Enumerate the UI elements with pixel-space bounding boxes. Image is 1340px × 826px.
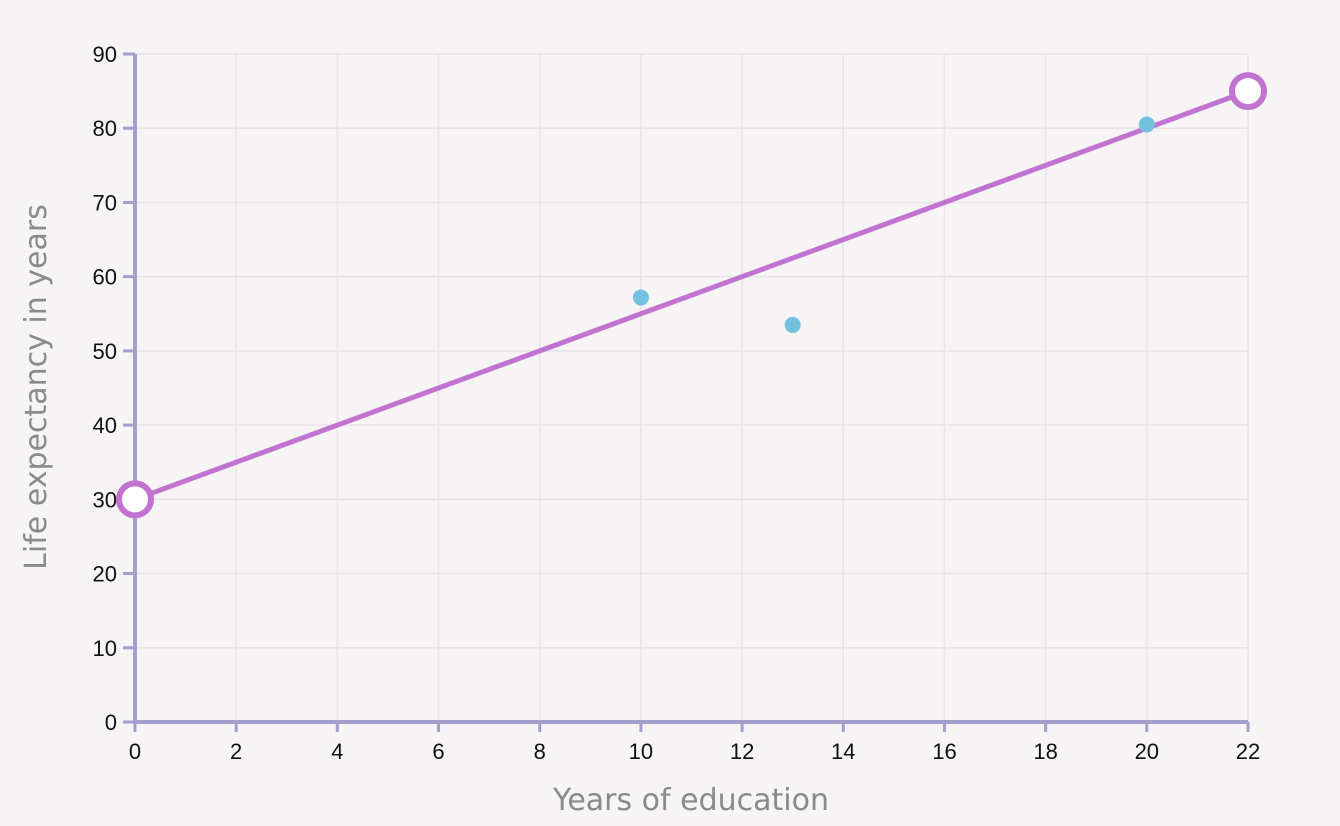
trend-line-group: [132, 88, 1251, 502]
x-axis-ticks: 0 2 4 6 8 10 12 14 16 18 20 22: [129, 722, 1260, 764]
y-tick-label: 90: [93, 42, 117, 67]
grid: [135, 53, 1249, 722]
y-tick-label: 40: [93, 413, 117, 438]
trend-line[interactable]: [132, 88, 1251, 502]
x-tick-label: 2: [230, 739, 242, 764]
y-tick-label: 10: [93, 636, 117, 661]
x-tick-label: 22: [1236, 739, 1260, 764]
axes: [133, 54, 1248, 724]
data-point: [784, 316, 801, 333]
x-tick-label: 0: [129, 739, 141, 764]
y-tick-label: 80: [93, 116, 117, 141]
x-tick-label: 14: [831, 739, 855, 764]
x-tick-label: 10: [629, 739, 653, 764]
x-tick-label: 18: [1033, 739, 1057, 764]
y-tick-label: 70: [93, 190, 117, 215]
x-tick-label: 20: [1135, 739, 1159, 764]
data-point: [1138, 116, 1155, 133]
trend-line-start-handle[interactable]: [116, 480, 154, 519]
trend-line-end-handle[interactable]: [1229, 72, 1267, 111]
x-tick-label: 4: [331, 739, 343, 764]
y-tick-label: 0: [105, 710, 117, 735]
x-axis-title: Years of education: [552, 783, 829, 818]
line-handles: [116, 72, 1267, 519]
x-tick-label: 8: [534, 739, 546, 764]
x-tick-label: 16: [932, 739, 956, 764]
y-tick-label: 20: [93, 562, 117, 587]
y-tick-label: 60: [93, 265, 117, 290]
x-tick-label: 12: [730, 739, 754, 764]
y-axis-ticks: 0 10 20 30 40 50 60 70 80 90: [93, 42, 135, 735]
x-tick-label: 6: [432, 739, 444, 764]
data-point: [632, 289, 649, 306]
data-points: [632, 116, 1155, 333]
y-tick-label: 50: [93, 339, 117, 364]
y-tick-label: 30: [93, 487, 117, 512]
y-axis-title: Life expectancy in years: [19, 204, 54, 570]
